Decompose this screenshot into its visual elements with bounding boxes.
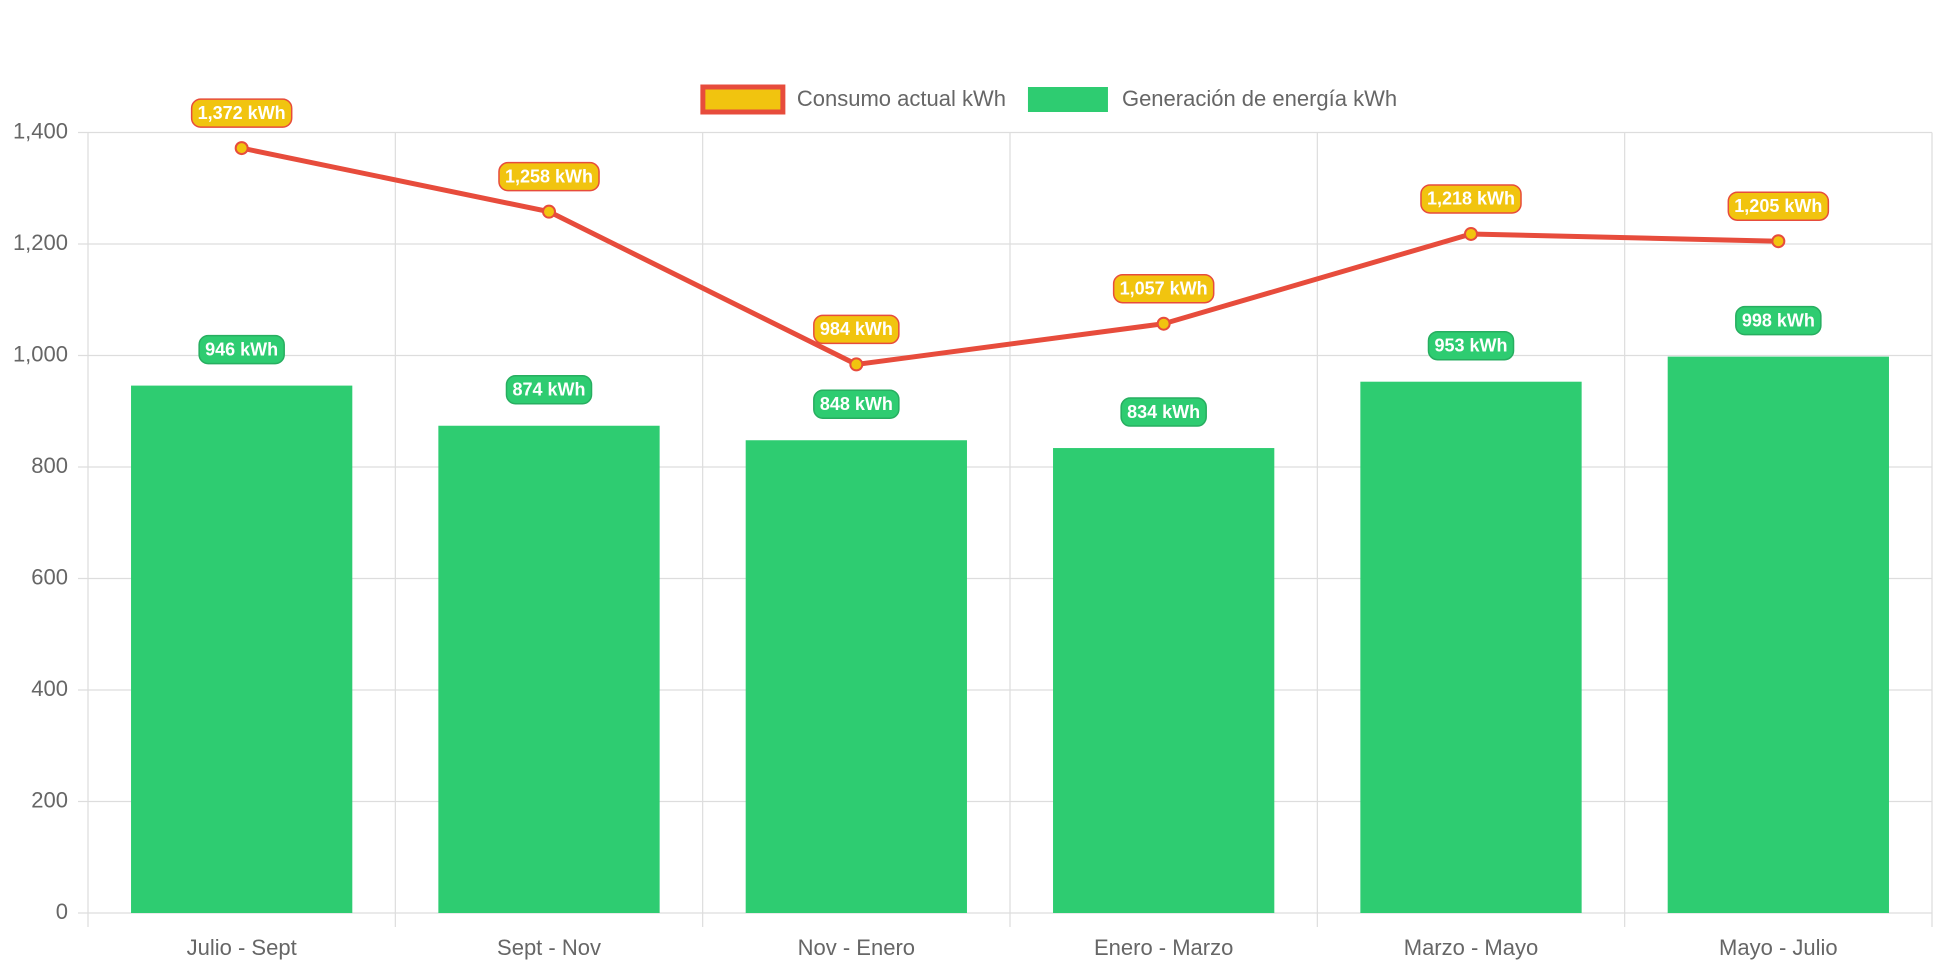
data-label: 1,205 kWh [1727, 191, 1830, 221]
bar [1053, 448, 1275, 913]
data-label: 1,372 kWh [190, 98, 293, 128]
x-tick-label: Enero - Marzo [1094, 935, 1233, 960]
data-label-box [190, 98, 293, 128]
data-label-text: 1,057 kWh [1120, 278, 1208, 298]
data-label-box [498, 161, 600, 192]
data-label: 953 kWh [1427, 330, 1515, 361]
x-tick-label: Sept - Nov [497, 935, 601, 960]
data-label-text: 1,205 kWh [1734, 196, 1822, 216]
legend-swatch [1027, 87, 1108, 112]
data-label: 1,258 kWh [498, 161, 600, 192]
point [1771, 234, 1786, 249]
point [234, 141, 249, 156]
point [542, 204, 556, 219]
data-label-text: 1,218 kWh [1427, 189, 1515, 209]
data-label: 946 kWh [198, 334, 285, 365]
data-label-text: 834 kWh [1127, 402, 1200, 422]
data-label-text: 984 kWh [820, 319, 893, 339]
data-label-box [1735, 305, 1822, 336]
data-label-text: 953 kWh [1434, 335, 1507, 355]
point [1464, 226, 1478, 241]
y-tick-label: 600 [31, 564, 68, 589]
x-tick-label: Julio - Sept [187, 935, 297, 960]
data-label-box [1727, 191, 1830, 221]
data-label: 1,057 kWh [1112, 273, 1215, 304]
line [241, 145, 1779, 367]
legend-label: Generación de energía kWh [1122, 86, 1397, 111]
data-label-box [1112, 273, 1215, 304]
data-label: 984 kWh [813, 314, 900, 345]
data-label-text: 946 kWh [205, 339, 278, 359]
data-label: 834 kWh [1120, 397, 1207, 427]
data-label: 1,218 kWh [1420, 184, 1522, 214]
bar [438, 425, 660, 913]
y-tick-label: 400 [31, 676, 68, 701]
data-label-box [1427, 330, 1515, 361]
data-label-text: 998 kWh [1742, 310, 1815, 330]
x-tick-label: Marzo - Mayo [1404, 935, 1538, 960]
legend: Consumo actual kWh Generación de energía … [700, 84, 1397, 115]
data-label: 848 kWh [813, 389, 900, 419]
bar [131, 385, 353, 914]
bar [745, 440, 967, 913]
legend-label: Consumo actual kWh [797, 86, 1006, 111]
y-tick-label: 200 [31, 787, 68, 812]
y-tick-label: 1,200 [13, 230, 68, 255]
y-tick-label: 1,000 [13, 341, 68, 366]
data-label-text: 1,372 kWh [198, 103, 286, 123]
data-label-box [505, 374, 593, 405]
data-label-text: 848 kWh [820, 394, 893, 414]
bar [1360, 381, 1582, 913]
bar [1667, 356, 1889, 913]
data-label-box [1420, 184, 1522, 214]
data-label: 998 kWh [1735, 305, 1822, 336]
y-tick-label: 800 [31, 453, 68, 478]
data-label-box [1120, 397, 1207, 427]
data-label-text: 1,258 kWh [505, 166, 593, 186]
legend-swatch [700, 84, 786, 115]
data-label-text: 874 kWh [512, 379, 585, 399]
y-tick-label: 1,400 [13, 118, 68, 143]
x-tick-label: Mayo - Julio [1719, 935, 1838, 960]
point [1156, 316, 1171, 331]
x-tick-label: Nov - Enero [798, 935, 915, 960]
data-label: 874 kWh [505, 374, 593, 405]
data-label-box [813, 314, 900, 345]
point [849, 357, 864, 372]
data-label-box [198, 334, 285, 365]
data-label-box [813, 389, 900, 419]
y-tick-label: 0 [56, 899, 68, 924]
